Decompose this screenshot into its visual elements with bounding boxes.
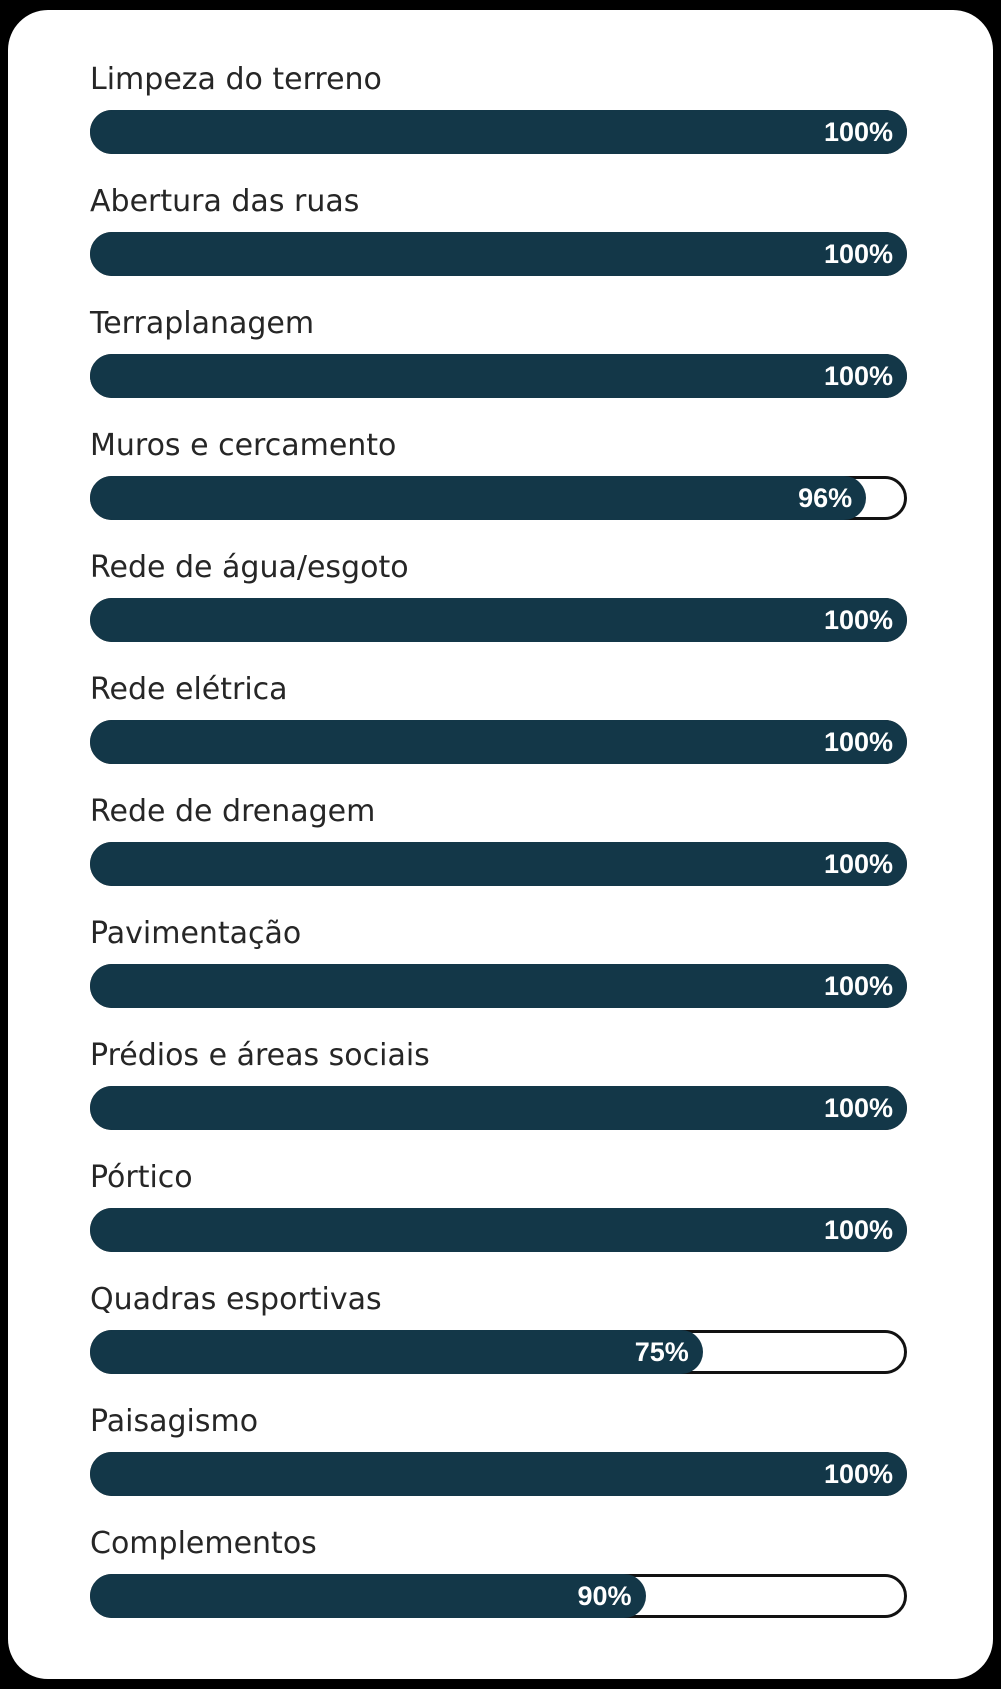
phase-label: Quadras esportivas	[90, 1282, 382, 1317]
progress-row: Complementos 90%	[90, 1526, 907, 1618]
progress-row: Rede de água/esgoto 100%	[90, 550, 907, 642]
progress-bar: 100%	[90, 110, 907, 154]
phase-label: Prédios e áreas sociais	[90, 1038, 430, 1073]
progress-bar: 100%	[90, 1086, 907, 1130]
progress-bar-fill: 100%	[90, 1086, 907, 1130]
progress-bar: 75%	[90, 1330, 907, 1374]
progress-bar: 100%	[90, 964, 907, 1008]
progress-percent-label: 75%	[634, 1336, 689, 1367]
progress-bar-fill: 100%	[90, 354, 907, 398]
progress-card: Limpeza do terreno 100% Abertura das rua…	[8, 10, 993, 1679]
progress-bar: 100%	[90, 720, 907, 764]
progress-percent-label: 100%	[823, 604, 893, 635]
progress-bar: 90%	[90, 1574, 907, 1618]
progress-percent-label: 100%	[823, 970, 893, 1001]
progress-row: Terraplanagem 100%	[90, 306, 907, 398]
progress-bar: 96%	[90, 476, 907, 520]
progress-percent-label: 100%	[823, 116, 893, 147]
progress-bar: 100%	[90, 232, 907, 276]
progress-bar-fill: 100%	[90, 1208, 907, 1252]
progress-bar-fill: 96%	[90, 476, 867, 520]
progress-row: Prédios e áreas sociais 100%	[90, 1038, 907, 1130]
phase-label: Paisagismo	[90, 1404, 259, 1439]
progress-bar: 100%	[90, 598, 907, 642]
progress-bar-fill: 100%	[90, 964, 907, 1008]
progress-percent-label: 100%	[823, 1458, 893, 1489]
progress-percent-label: 100%	[823, 1214, 893, 1245]
phase-label: Pórtico	[90, 1160, 193, 1195]
progress-row: Rede de drenagem 100%	[90, 794, 907, 886]
phase-label: Abertura das ruas	[90, 184, 360, 219]
progress-bar-fill: 100%	[90, 232, 907, 276]
progress-row: Pavimentação 100%	[90, 916, 907, 1008]
progress-percent-label: 100%	[823, 726, 893, 757]
progress-bar: 100%	[90, 1452, 907, 1496]
phase-label: Muros e cercamento	[90, 428, 397, 463]
phase-label: Pavimentação	[90, 916, 302, 951]
phase-label: Complementos	[90, 1526, 317, 1561]
progress-list: Limpeza do terreno 100% Abertura das rua…	[90, 62, 907, 1618]
progress-row: Abertura das ruas 100%	[90, 184, 907, 276]
progress-percent-label: 100%	[823, 848, 893, 879]
progress-bar: 100%	[90, 842, 907, 886]
progress-bar: 100%	[90, 354, 907, 398]
phase-label: Rede elétrica	[90, 672, 288, 707]
progress-bar: 100%	[90, 1208, 907, 1252]
progress-row: Pórtico 100%	[90, 1160, 907, 1252]
progress-percent-label: 100%	[823, 238, 893, 269]
progress-percent-label: 100%	[823, 360, 893, 391]
progress-percent-label: 96%	[798, 482, 853, 513]
progress-bar-fill: 90%	[90, 1574, 646, 1618]
progress-bar-fill: 100%	[90, 842, 907, 886]
progress-bar-fill: 100%	[90, 598, 907, 642]
phase-label: Rede de água/esgoto	[90, 550, 409, 585]
progress-bar-fill: 75%	[90, 1330, 703, 1374]
progress-row: Muros e cercamento 96%	[90, 428, 907, 520]
progress-percent-label: 100%	[823, 1092, 893, 1123]
progress-bar-fill: 100%	[90, 720, 907, 764]
progress-row: Limpeza do terreno 100%	[90, 62, 907, 154]
phase-label: Rede de drenagem	[90, 794, 376, 829]
progress-row: Rede elétrica 100%	[90, 672, 907, 764]
phase-label: Limpeza do terreno	[90, 62, 382, 97]
phase-label: Terraplanagem	[90, 306, 315, 341]
progress-bar-fill: 100%	[90, 1452, 907, 1496]
progress-percent-label: 90%	[577, 1580, 632, 1611]
progress-row: Paisagismo 100%	[90, 1404, 907, 1496]
progress-bar-fill: 100%	[90, 110, 907, 154]
progress-row: Quadras esportivas 75%	[90, 1282, 907, 1374]
